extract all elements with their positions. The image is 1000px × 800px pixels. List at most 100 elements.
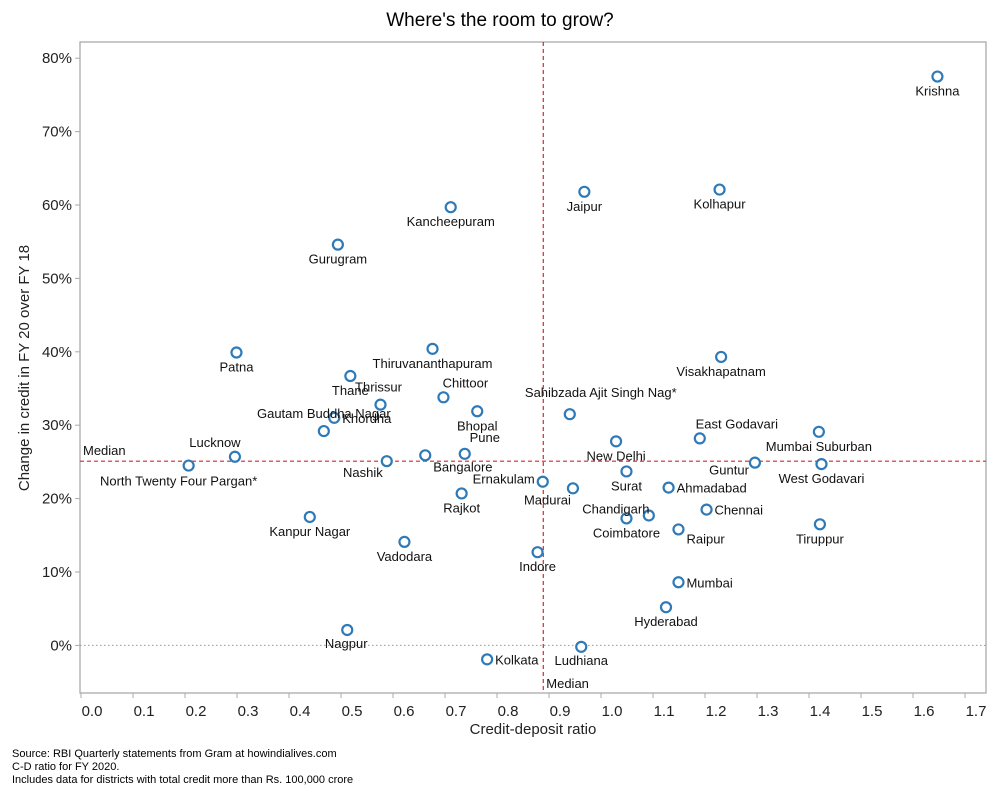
- data-point[interactable]: [531, 546, 544, 559]
- data-point[interactable]: [182, 459, 195, 472]
- point-label: Mumbai: [686, 575, 732, 590]
- data-point[interactable]: [303, 510, 316, 524]
- x-axis-title: Credit-deposit ratio: [470, 721, 597, 738]
- data-point[interactable]: [715, 350, 728, 364]
- point-label: Jaipur: [567, 199, 603, 214]
- data-point[interactable]: [672, 576, 685, 589]
- data-point[interactable]: [748, 456, 762, 469]
- data-point[interactable]: [437, 391, 450, 404]
- data-point[interactable]: [341, 623, 354, 637]
- data-point[interactable]: [328, 411, 341, 424]
- data-point[interactable]: [230, 346, 243, 359]
- point-label: Thane: [332, 383, 369, 398]
- data-point[interactable]: [444, 201, 457, 214]
- data-point[interactable]: [228, 450, 242, 463]
- point-label: North Twenty Four Pargan*: [100, 474, 257, 489]
- data-point[interactable]: [578, 185, 591, 198]
- point-label: Chennai: [715, 503, 764, 518]
- data-point[interactable]: [931, 70, 944, 83]
- data-point[interactable]: [700, 503, 713, 516]
- x-tick-label: 1.7: [966, 703, 987, 720]
- point-label: Thiruvananthapuram: [373, 356, 493, 371]
- point-label: New Delhi: [586, 448, 645, 463]
- data-point[interactable]: [813, 518, 827, 531]
- x-tick-label: 0.0: [82, 703, 103, 720]
- x-tick-label: 1.1: [654, 703, 675, 720]
- y-axis-title: Change in credit in FY 20 over FY 18: [16, 245, 33, 491]
- median-y-label: Median: [83, 443, 126, 458]
- x-tick-label: 0.9: [550, 703, 571, 720]
- data-point[interactable]: [642, 509, 655, 522]
- data-point[interactable]: [426, 342, 439, 355]
- point-label: Visakhapatnam: [676, 364, 765, 379]
- x-tick-label: 0.1: [134, 703, 155, 720]
- data-point[interactable]: [713, 183, 726, 196]
- data-point[interactable]: [331, 238, 344, 251]
- data-point[interactable]: [344, 369, 357, 383]
- point-label: Kolkata: [495, 652, 539, 667]
- data-point[interactable]: [662, 481, 675, 494]
- data-point[interactable]: [609, 435, 623, 448]
- point-label: Rajkot: [443, 500, 480, 515]
- x-tick-label: 0.7: [446, 703, 467, 720]
- point-label: Gurugram: [309, 252, 368, 267]
- data-point[interactable]: [620, 512, 633, 525]
- data-point[interactable]: [471, 405, 484, 418]
- footnote-source: Source: RBI Quarterly statements from Gr…: [12, 748, 337, 760]
- point-label: Indore: [519, 559, 556, 574]
- point-label: Raipur: [686, 531, 725, 546]
- footnotes: Source: RBI Quarterly statements from Gr…: [12, 748, 353, 787]
- footnote-cd-ratio: C-D ratio for FY 2020.: [12, 761, 120, 773]
- x-tick-label: 1.5: [862, 703, 883, 720]
- data-point[interactable]: [620, 465, 633, 478]
- data-point[interactable]: [455, 487, 468, 500]
- data-point[interactable]: [419, 449, 432, 462]
- data-point[interactable]: [380, 455, 393, 468]
- plot-frame: [79, 41, 987, 694]
- point-label: Bhopal: [457, 418, 498, 433]
- point-label: Thrissur: [355, 380, 403, 395]
- data-point[interactable]: [575, 640, 588, 653]
- y-tick-label: 40%: [42, 344, 72, 361]
- footnote-inclusion: Includes data for districts with total c…: [12, 774, 354, 786]
- data-point[interactable]: [693, 432, 706, 445]
- data-point[interactable]: [398, 535, 411, 549]
- y-tick-label: 20%: [42, 491, 72, 508]
- data-point[interactable]: [659, 601, 673, 614]
- point-label: West Godavari: [779, 471, 865, 486]
- data-point[interactable]: [566, 482, 580, 495]
- data-point[interactable]: [458, 447, 471, 460]
- point-label: Ernakulam: [473, 472, 535, 487]
- data-point[interactable]: [536, 475, 549, 488]
- x-tick-label: 1.3: [758, 703, 779, 720]
- point-label: Krishna: [915, 84, 960, 99]
- point-label: Tiruppur: [796, 531, 845, 546]
- point-label: Surat: [611, 478, 642, 493]
- point-label: Madurai: [524, 492, 571, 507]
- data-point[interactable]: [815, 458, 828, 471]
- x-tick-label: 0.8: [498, 703, 519, 720]
- point-label: Khordha: [342, 411, 392, 426]
- x-tick-label: 1.0: [602, 703, 623, 720]
- y-tick-label: 0%: [50, 637, 72, 654]
- y-tick-label: 80%: [42, 50, 72, 67]
- data-point[interactable]: [374, 398, 387, 411]
- chart-title: Where's the room to grow?: [386, 10, 614, 31]
- point-label: Kanpur Nagar: [269, 524, 351, 539]
- data-point[interactable]: [563, 408, 576, 421]
- point-label: Vadodara: [377, 549, 433, 564]
- y-tick-label: 70%: [42, 124, 72, 141]
- data-point[interactable]: [481, 653, 494, 666]
- point-label: Patna: [219, 360, 254, 375]
- point-label: Bangalore: [433, 459, 492, 474]
- point-label: Gautam Buddha Nagar: [257, 406, 391, 421]
- x-tick-label: 1.6: [914, 703, 935, 720]
- data-point[interactable]: [812, 425, 825, 438]
- x-tick-label: 0.3: [238, 703, 259, 720]
- y-tick-label: 30%: [42, 417, 72, 434]
- y-tick-label: 10%: [42, 564, 72, 581]
- point-label: Nashik: [343, 465, 383, 480]
- data-point[interactable]: [317, 424, 330, 438]
- data-point[interactable]: [672, 523, 685, 536]
- x-tick-label: 0.6: [394, 703, 415, 720]
